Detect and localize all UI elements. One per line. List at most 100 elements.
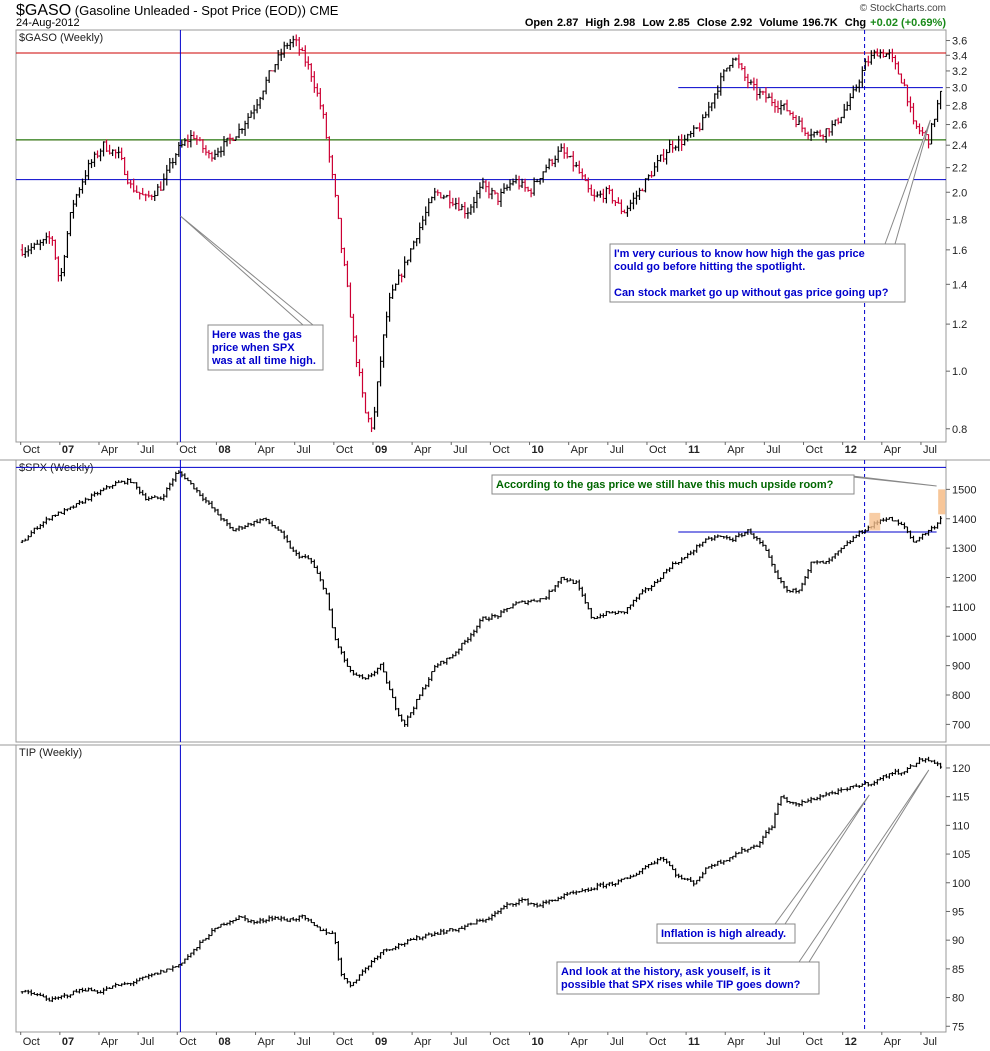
annotation-box [609,243,906,303]
open-value: 2.87 [556,17,579,29]
annotation-box [656,923,796,944]
annotation-text: price when SPX [212,342,295,354]
volume-value: 196.7K [802,17,838,29]
x-tick-label: Apr [727,444,744,456]
panel-0: $GASO (Weekly) 3.6 3.4 3.2 3.0 2.8 2.6 2.4 2.2 2.… [15,29,967,456]
annotation-pointer [774,794,870,925]
x-tick-label: 08 [218,444,230,456]
y-tick-label: 1.2 [952,319,967,331]
panel-title: $SPX (Weekly) [19,462,93,474]
highlight-box-upside [938,489,946,515]
x-tick-label: Apr [258,1036,275,1048]
close-value: 2.92 [730,17,753,29]
chg-value: +0.02 (+0.69%) [870,17,946,29]
y-tick-label: 2.8 [952,100,967,112]
x-tick-label: Jul [453,444,467,456]
x-tick-label: Apr [571,444,588,456]
panel-2: TIP (Weekly) 120 115 110 105 100 95 90 85 80 75 Inf… [0,744,990,1048]
x-tick-label: Jul [297,444,311,456]
high-value: 2.98 [613,17,636,29]
y-tick-label: 110 [952,820,970,832]
y-tick-label: 2.6 [952,120,967,132]
volume-label: Volume [759,17,799,29]
y-tick-label: 100 [952,878,970,890]
annotation-text: was at all time high. [211,355,316,367]
y-tick-label: 95 [952,906,964,918]
y-tick-label: 1100 [952,602,976,614]
y-tick-label: 2.0 [952,187,967,199]
panel-title: $GASO (Weekly) [19,32,103,44]
x-tick-label: Jul [140,444,154,456]
y-tick-label: 1300 [952,543,976,555]
symbol: $GASO [16,2,72,19]
x-tick-label: Jul [297,1036,311,1048]
x-tick-label: Apr [101,1036,118,1048]
x-tick-label: 09 [375,1036,387,1048]
y-tick-label: 75 [952,1021,964,1033]
x-tick-label: Oct [806,444,823,456]
x-tick-label: Jul [453,1036,467,1048]
y-tick-label: 120 [952,763,970,775]
x-tick-label: Apr [884,444,901,456]
x-tick-label: Oct [649,444,666,456]
x-tick-label: 11 [688,444,700,456]
y-tick-label: 700 [952,719,970,731]
x-tick-label: Apr [414,1036,431,1048]
x-tick-label: 12 [845,444,857,456]
x-tick-label: Oct [649,1036,666,1048]
y-tick-label: 2.2 [952,163,967,175]
annotation-box [491,474,855,495]
annotation-box [556,961,820,995]
annotation-pointer [884,119,931,245]
x-tick-label: 10 [532,1036,544,1048]
annotation-pointer [833,474,937,487]
y-tick-label: 3.0 [952,83,967,95]
panel-1: $SPX (Weekly) 1500 1400 1300 1200 1100 1000 900… [0,459,990,743]
y-tick-label: 1.6 [952,245,967,257]
y-tick-label: 1.4 [952,279,967,291]
x-tick-label: Apr [727,1036,744,1048]
annotation-text: Inflation is high already. [661,928,786,940]
description: (Gasoline Unleaded - Spot Price (EOD)) [74,3,306,18]
x-tick-label: Jul [140,1036,154,1048]
y-tick-label: 3.6 [952,36,967,48]
y-tick-label: 1.0 [952,366,967,378]
chart-title: $GASO (Gasoline Unleaded - Spot Price (E… [16,2,338,20]
panel-frame [15,29,947,443]
x-tick-label: Oct [336,1036,353,1048]
annotation-text: possible that SPX rises while TIP goes d… [561,979,801,991]
y-tick-label: 1500 [952,484,976,496]
brand-logo: © StockCharts.com [859,3,946,14]
y-tick-label: 2.4 [952,140,967,152]
x-tick-label: Jul [766,444,780,456]
y-tick-label: 115 [952,792,970,804]
x-tick-label: Apr [258,444,275,456]
panel-frame [15,459,947,743]
low-label: Low [642,17,665,29]
x-tick-label: Jul [923,1036,937,1048]
annotation-text: I'm very curious to know how high the ga… [614,248,865,260]
y-tick-label: 80 [952,993,964,1005]
x-tick-label: Jul [766,1036,780,1048]
annotation-pointer [180,215,314,326]
annotation-text: Here was the gas [212,329,302,341]
x-tick-label: Apr [101,444,118,456]
x-tick-label: Jul [923,444,937,456]
y-tick-label: 85 [952,964,964,976]
x-tick-label: 08 [218,1036,230,1048]
y-tick-label: 800 [952,690,970,702]
x-tick-label: 07 [62,444,74,456]
exchange: CME [309,3,339,18]
annotation-box [207,324,324,371]
annotation-text: According to the gas price we still have… [496,479,834,491]
x-tick-label: 12 [845,1036,857,1048]
y-tick-label: 1.8 [952,214,967,226]
close-label: Close [696,17,727,29]
x-tick-label: Apr [414,444,431,456]
high-label: High [585,17,610,29]
open-label: Open [524,17,553,29]
x-tick-label: Jul [610,1036,624,1048]
x-tick-label: 11 [688,1036,700,1048]
low-value: 2.85 [668,17,690,29]
